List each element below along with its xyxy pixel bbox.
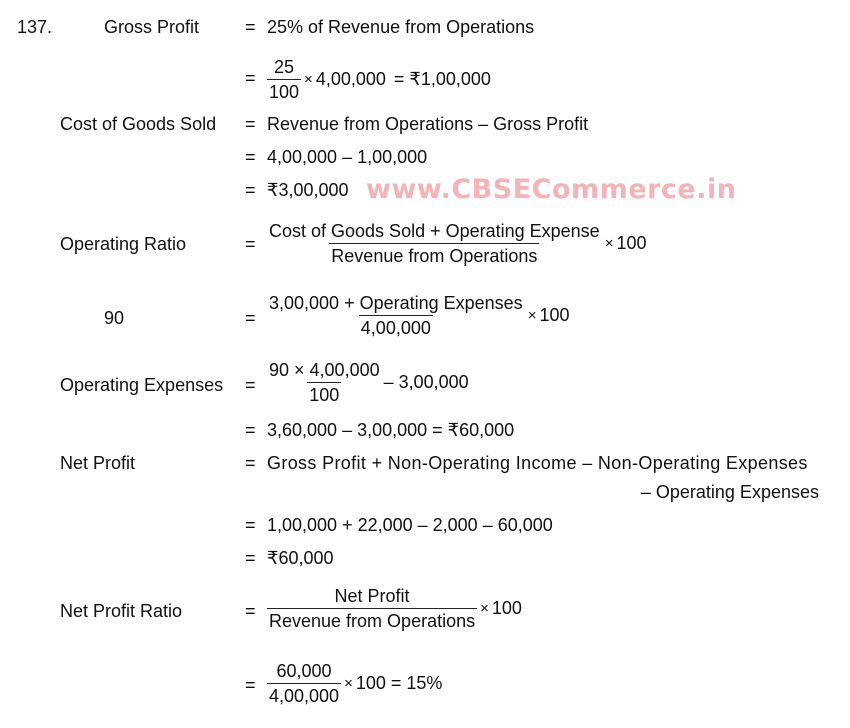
operating-ratio-label: Operating Ratio: [60, 234, 187, 254]
gross-profit-label: Gross Profit: [104, 17, 200, 37]
watermark: www.CBSECommerce.in: [366, 174, 737, 205]
equals: =: [245, 548, 256, 568]
denominator: Revenue from Operations: [329, 243, 540, 267]
net-profit-formula-cont: – Operating Expenses: [640, 482, 819, 502]
denominator: Revenue from Operations: [267, 608, 478, 632]
result: = ₹1,00,000: [393, 69, 491, 89]
denominator: 4,00,000: [358, 315, 433, 339]
equals: =: [245, 17, 256, 37]
times-sign: ×: [527, 307, 537, 324]
times-sign: ×: [344, 675, 353, 692]
equals: =: [245, 180, 256, 200]
operating-expenses-formula: 90 × 4,00,000 100 – 3,00,000: [267, 359, 469, 406]
equals: =: [245, 114, 256, 134]
multiplier: 100: [491, 598, 522, 618]
numerator: 60,000: [276, 661, 332, 681]
subtrahend: – 3,00,000: [383, 372, 469, 392]
result: 100 = 15%: [355, 673, 443, 693]
cogs-calc: 4,00,000 – 1,00,000: [267, 147, 428, 167]
net-profit-ratio-formula: Net Profit Revenue from Operations × 100: [267, 585, 522, 632]
equals: =: [245, 420, 256, 440]
net-profit-ratio-calc: 60,000 4,00,000 × 100 = 15%: [267, 660, 442, 707]
operating-expenses-label: Operating Expenses: [60, 375, 224, 395]
denominator: 100: [267, 79, 302, 103]
net-profit-label: Net Profit: [60, 453, 136, 473]
equals: =: [245, 375, 256, 395]
cogs-label: Cost of Goods Sold: [60, 114, 217, 134]
equals: =: [245, 453, 256, 473]
multiplier: 100: [616, 233, 647, 253]
equals: =: [245, 675, 256, 695]
net-profit-result: ₹60,000: [267, 548, 334, 568]
denominator: 4,00,000: [267, 683, 342, 707]
cogs-formula: Revenue from Operations – Gross Profit: [267, 114, 589, 134]
times-sign: ×: [304, 71, 313, 88]
ninety-label: 90: [104, 308, 125, 328]
net-profit-ratio-label: Net Profit Ratio: [60, 601, 183, 621]
times-sign: ×: [604, 235, 614, 252]
ninety-formula: 3,00,000 + Operating Expenses 4,00,000 × …: [267, 292, 570, 339]
numerator: Net Profit: [334, 586, 410, 606]
times-sign: ×: [480, 600, 489, 617]
gross-profit-formula: 25% of Revenue from Operations: [267, 17, 535, 37]
numerator: Cost of Goods Sold + Operating Expense: [269, 221, 600, 241]
multiplier: 4,00,000: [315, 69, 386, 89]
equals: =: [245, 308, 256, 328]
equals: =: [245, 147, 256, 167]
net-profit-calc: 1,00,000 + 22,000 – 2,000 – 60,000: [267, 515, 553, 535]
net-profit-formula: Gross Profit + Non-Operating Income – No…: [267, 453, 808, 473]
numerator: 25: [274, 57, 295, 77]
numerator: 90 × 4,00,000: [269, 360, 380, 380]
denominator: 100: [307, 382, 342, 406]
equals: =: [245, 515, 256, 535]
question-number: 137.: [17, 17, 53, 37]
cogs-result: ₹3,00,000: [267, 180, 349, 200]
operating-ratio-formula: Cost of Goods Sold + Operating Expense Re…: [267, 220, 647, 267]
equals: =: [245, 601, 256, 621]
numerator: 3,00,000 + Operating Expenses: [269, 293, 523, 313]
equals: =: [245, 68, 256, 88]
operating-expenses-result: 3,60,000 – 3,00,000 = ₹60,000: [267, 420, 515, 440]
equals: =: [245, 234, 256, 254]
gross-profit-calc: 25 100 × 4,00,000 = ₹1,00,000: [267, 56, 491, 103]
multiplier: 100: [539, 305, 570, 325]
